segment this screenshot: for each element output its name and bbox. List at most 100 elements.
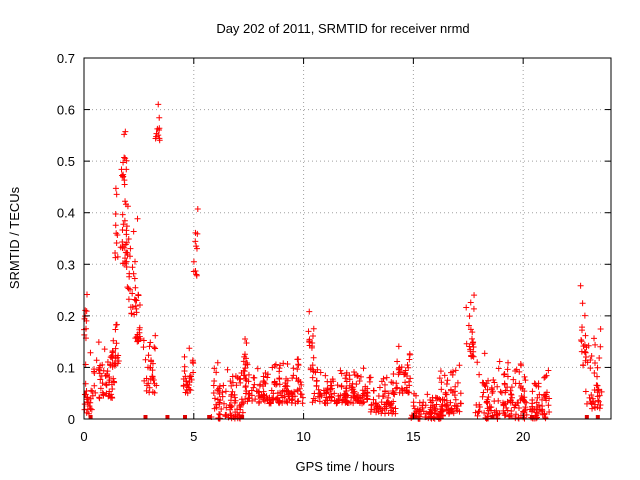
data-point (338, 382, 345, 389)
data-point (444, 377, 451, 384)
x-tick-label: 20 (516, 429, 530, 444)
data-point (532, 415, 539, 422)
data-point (396, 369, 403, 376)
data-point (376, 384, 383, 391)
data-point (298, 391, 305, 398)
data-point (309, 340, 316, 347)
data-point (510, 376, 517, 383)
data-point (433, 394, 440, 401)
data-point (410, 399, 417, 406)
data-point (278, 392, 285, 399)
data-point (579, 324, 586, 331)
data-point (402, 379, 409, 386)
data-point (580, 343, 587, 350)
data-point (484, 398, 491, 405)
data-point (516, 368, 523, 375)
data-point (277, 389, 284, 396)
data-point (443, 381, 450, 388)
data-point (591, 370, 598, 377)
data-point (120, 171, 127, 178)
data-point (220, 382, 227, 389)
data-point (394, 358, 401, 365)
data-point (112, 222, 119, 229)
data-point (375, 408, 382, 415)
data-point (471, 292, 478, 299)
data-point (91, 382, 98, 389)
data-point (474, 412, 481, 419)
data-point (378, 399, 385, 406)
data-point (594, 404, 601, 411)
data-point (136, 333, 143, 340)
data-point (213, 369, 220, 376)
data-point (214, 396, 221, 403)
data-point (153, 382, 160, 389)
data-point (104, 358, 111, 365)
data-point (393, 380, 400, 387)
data-point (112, 211, 119, 218)
data-point (451, 402, 458, 409)
data-point (228, 403, 235, 410)
data-point (309, 332, 316, 339)
data-point (261, 379, 268, 386)
data-point (268, 387, 275, 394)
data-point (255, 400, 262, 407)
data-point (588, 353, 595, 360)
data-point (331, 390, 338, 397)
data-point (156, 114, 163, 121)
data-point (469, 339, 476, 346)
data-point (581, 312, 588, 319)
data-point (213, 404, 220, 411)
data-point (578, 336, 585, 343)
data-point (97, 362, 104, 369)
data-point (214, 386, 221, 393)
data-point (193, 245, 200, 252)
data-point (495, 365, 502, 372)
data-point (289, 390, 296, 397)
data-point (539, 402, 546, 409)
data-point (469, 352, 476, 359)
data-point (242, 395, 249, 402)
data-point (383, 374, 390, 381)
data-point (87, 395, 94, 402)
data-point (294, 366, 301, 373)
data-point (152, 345, 159, 352)
data-point (233, 382, 240, 389)
zero-marker (183, 415, 188, 419)
data-point (395, 343, 402, 350)
data-point (428, 409, 435, 416)
data-point (148, 358, 155, 365)
data-point (210, 382, 217, 389)
data-point (388, 379, 395, 386)
data-point (135, 292, 142, 299)
data-point (121, 131, 128, 138)
data-point (227, 378, 234, 385)
data-point (216, 400, 223, 407)
data-point (121, 244, 128, 251)
y-tick-label: 0.1 (57, 360, 75, 375)
data-point (441, 372, 448, 379)
data-point (310, 395, 317, 402)
data-point (143, 375, 150, 382)
data-point (194, 205, 201, 212)
data-point (504, 384, 511, 391)
axis-ticks: 0 0.1 0.2 0.3 0.4 0.5 0.6 0.7 0 5 10 15 20 (57, 51, 611, 444)
data-point (264, 374, 271, 381)
data-point (102, 381, 109, 388)
data-point (512, 380, 519, 387)
data-point (512, 367, 519, 374)
data-point (87, 349, 94, 356)
data-point (370, 396, 377, 403)
data-point (218, 405, 225, 412)
data-point (109, 385, 116, 392)
data-point (591, 335, 598, 342)
data-point (242, 336, 249, 343)
data-point (419, 402, 426, 409)
data-point (513, 411, 520, 418)
data-point (364, 393, 371, 400)
data-point (123, 264, 130, 271)
data-point (378, 410, 385, 417)
data-point (381, 405, 388, 412)
data-point (577, 282, 584, 289)
data-point (112, 249, 119, 256)
data-point (309, 374, 316, 381)
